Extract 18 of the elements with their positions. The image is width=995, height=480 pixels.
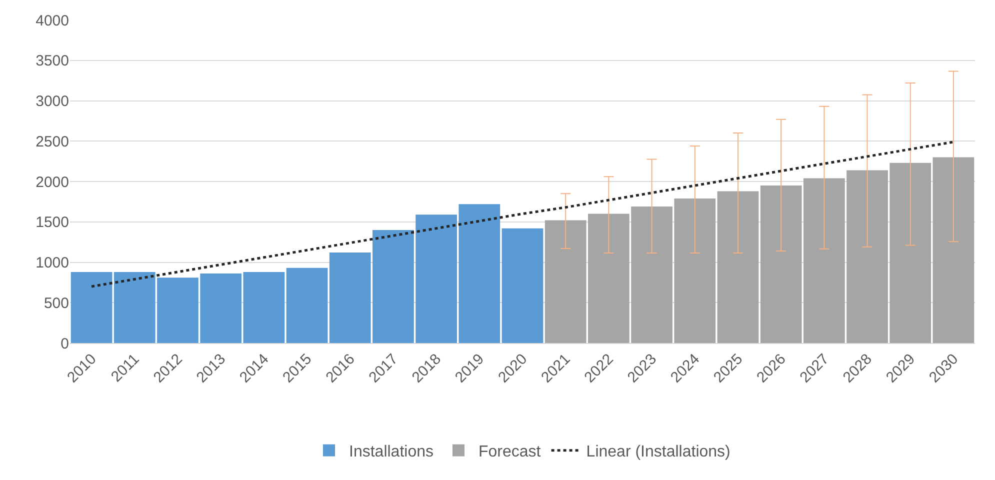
bar [70, 272, 112, 343]
bar [932, 157, 974, 343]
y-tick-label: 4000 [36, 12, 69, 30]
bar [717, 191, 759, 343]
legend-label: Installations [349, 444, 434, 461]
y-tick-label: 0 [60, 335, 69, 352]
legend-label: Forecast [478, 444, 542, 461]
y-tick-label: 3500 [36, 52, 69, 70]
bar [286, 268, 328, 343]
y-tick-label: 3000 [36, 93, 69, 110]
y-tick-label: 2500 [36, 133, 69, 150]
y-tick-label: 500 [44, 294, 69, 312]
y-tick-label: 2000 [36, 174, 69, 191]
line-series [90, 140, 955, 288]
y-tick-label: 1000 [36, 254, 69, 272]
y-tick-label: 1500 [36, 214, 69, 232]
bar [502, 228, 544, 343]
legend-label: Linear (Installations) [586, 444, 730, 461]
